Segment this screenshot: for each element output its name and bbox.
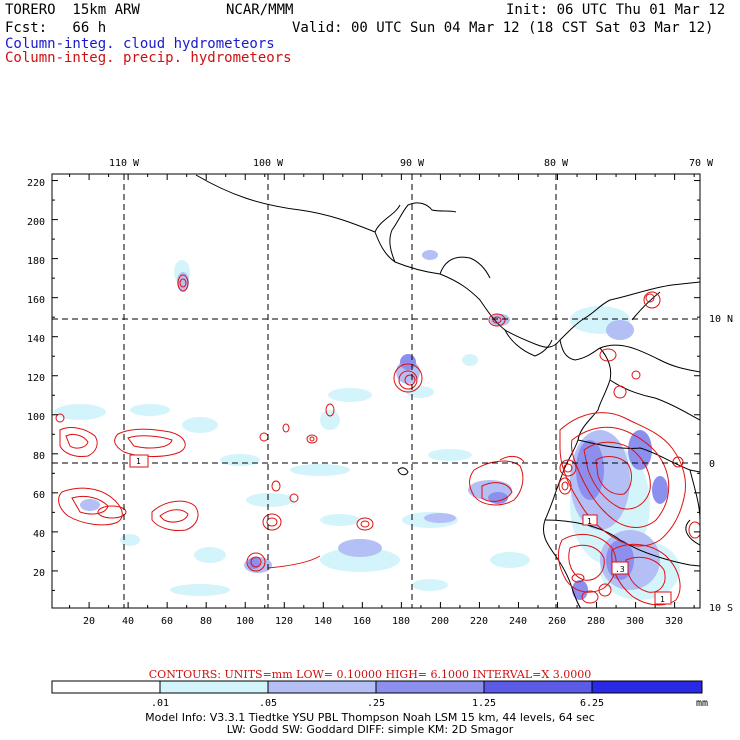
valid-time: Valid: 00 UTC Sun 04 Mar 12 (18 CST Sat … (292, 20, 714, 36)
colorbar-label: .01 (151, 698, 169, 709)
precip-contours (55, 274, 700, 606)
y-tick-label: 100 (27, 412, 45, 423)
y-tick-label: 80 (33, 451, 45, 462)
field-label-cloud: Column-integ. cloud hydrometeors (5, 36, 275, 52)
colorbar-segment (51, 680, 161, 694)
y-tick-labels: 220 200 180 160 140 120 100 80 60 40 20 (27, 178, 45, 579)
svg-text:.3: .3 (615, 565, 625, 574)
y-tick-label: 40 (33, 529, 45, 540)
lon-label-110w: 110 W (109, 158, 140, 169)
y-tick-label: 140 (27, 334, 45, 345)
y-tick-label: 160 (27, 295, 45, 306)
y-tick-label: 180 (27, 256, 45, 267)
field-label-precip: Column-integ. precip. hydrometeors (5, 50, 292, 66)
y-tick-label: 120 (27, 373, 45, 384)
y-tick-label: 200 (27, 217, 45, 228)
x-axis-ticks (69, 174, 695, 608)
init-time: Init: 06 UTC Thu 01 Mar 12 (506, 2, 726, 18)
lat-label-0: 0 (709, 459, 715, 470)
model-info-line2: LW: Godd SW: Goddard DIFF: simple KM: 2D… (226, 723, 514, 736)
x-tick-label: 160 (353, 616, 371, 627)
x-tick-label: 320 (665, 616, 683, 627)
coastlines (195, 174, 700, 608)
y-tick-label: 60 (33, 490, 45, 501)
plot-frame (51, 173, 701, 609)
contour-label-text: 1 1 .3 1 (136, 457, 665, 604)
y-axis-ticks (52, 180, 700, 591)
colorbar-label: .05 (259, 698, 277, 709)
x-tick-label: 60 (161, 616, 173, 627)
x-tick-label: 120 (275, 616, 293, 627)
lat-label-10n: 10 N (709, 314, 733, 325)
forecast-hour: Fcst: 66 h (5, 20, 107, 36)
y-tick-label: 220 (27, 178, 45, 189)
x-tick-label: 100 (236, 616, 254, 627)
colorbar-label: 1.25 (472, 698, 496, 709)
colorbar-label: 6.25 (580, 698, 604, 709)
y-tick-label: 20 (33, 568, 45, 579)
lon-label-100w: 100 W (253, 158, 284, 169)
x-tick-label: 220 (470, 616, 488, 627)
x-tick-label: 280 (587, 616, 605, 627)
svg-text:1: 1 (136, 457, 141, 466)
x-tick-label: 20 (83, 616, 95, 627)
x-tick-label: 140 (314, 616, 332, 627)
model-info-line1: Model Info: V3.3.1 Tiedtke YSU PBL Thomp… (145, 711, 595, 724)
lon-label-80w: 80 W (544, 158, 569, 169)
colorbar-segment (375, 680, 485, 694)
colorbar: .01 .05 .25 1.25 6.25 mm (51, 680, 708, 709)
lon-label-90w: 90 W (400, 158, 425, 169)
contour-info: CONTOURS: UNITS=mm LOW= 0.10000 HIGH= 6.… (148, 668, 592, 681)
colorbar-segment (591, 680, 703, 694)
colorbar-units: mm (696, 698, 708, 709)
institution: NCAR/MMM (226, 2, 294, 18)
colorbar-segment (483, 680, 593, 694)
x-tick-label: 200 (431, 616, 449, 627)
gridlines (52, 174, 700, 608)
svg-text:1: 1 (587, 517, 592, 526)
colorbar-label: .25 (367, 698, 385, 709)
colorbar-segment (159, 680, 269, 694)
x-tick-label: 180 (392, 616, 410, 627)
x-tick-label: 240 (509, 616, 527, 627)
colorbar-segment (267, 680, 377, 694)
svg-text:1: 1 (660, 595, 665, 604)
x-tick-label: 300 (626, 616, 644, 627)
x-tick-label: 260 (548, 616, 566, 627)
x-tick-label: 40 (122, 616, 134, 627)
x-tick-label: 80 (200, 616, 212, 627)
x-tick-labels: 20 40 60 80 100 120 140 160 180 200 220 … (83, 616, 683, 627)
model-title: TORERO 15km ARW (5, 2, 140, 18)
lon-label-70w: 70 W (689, 158, 714, 169)
lat-label-10s: 10 S (709, 603, 733, 614)
contour-labels (129, 454, 672, 605)
